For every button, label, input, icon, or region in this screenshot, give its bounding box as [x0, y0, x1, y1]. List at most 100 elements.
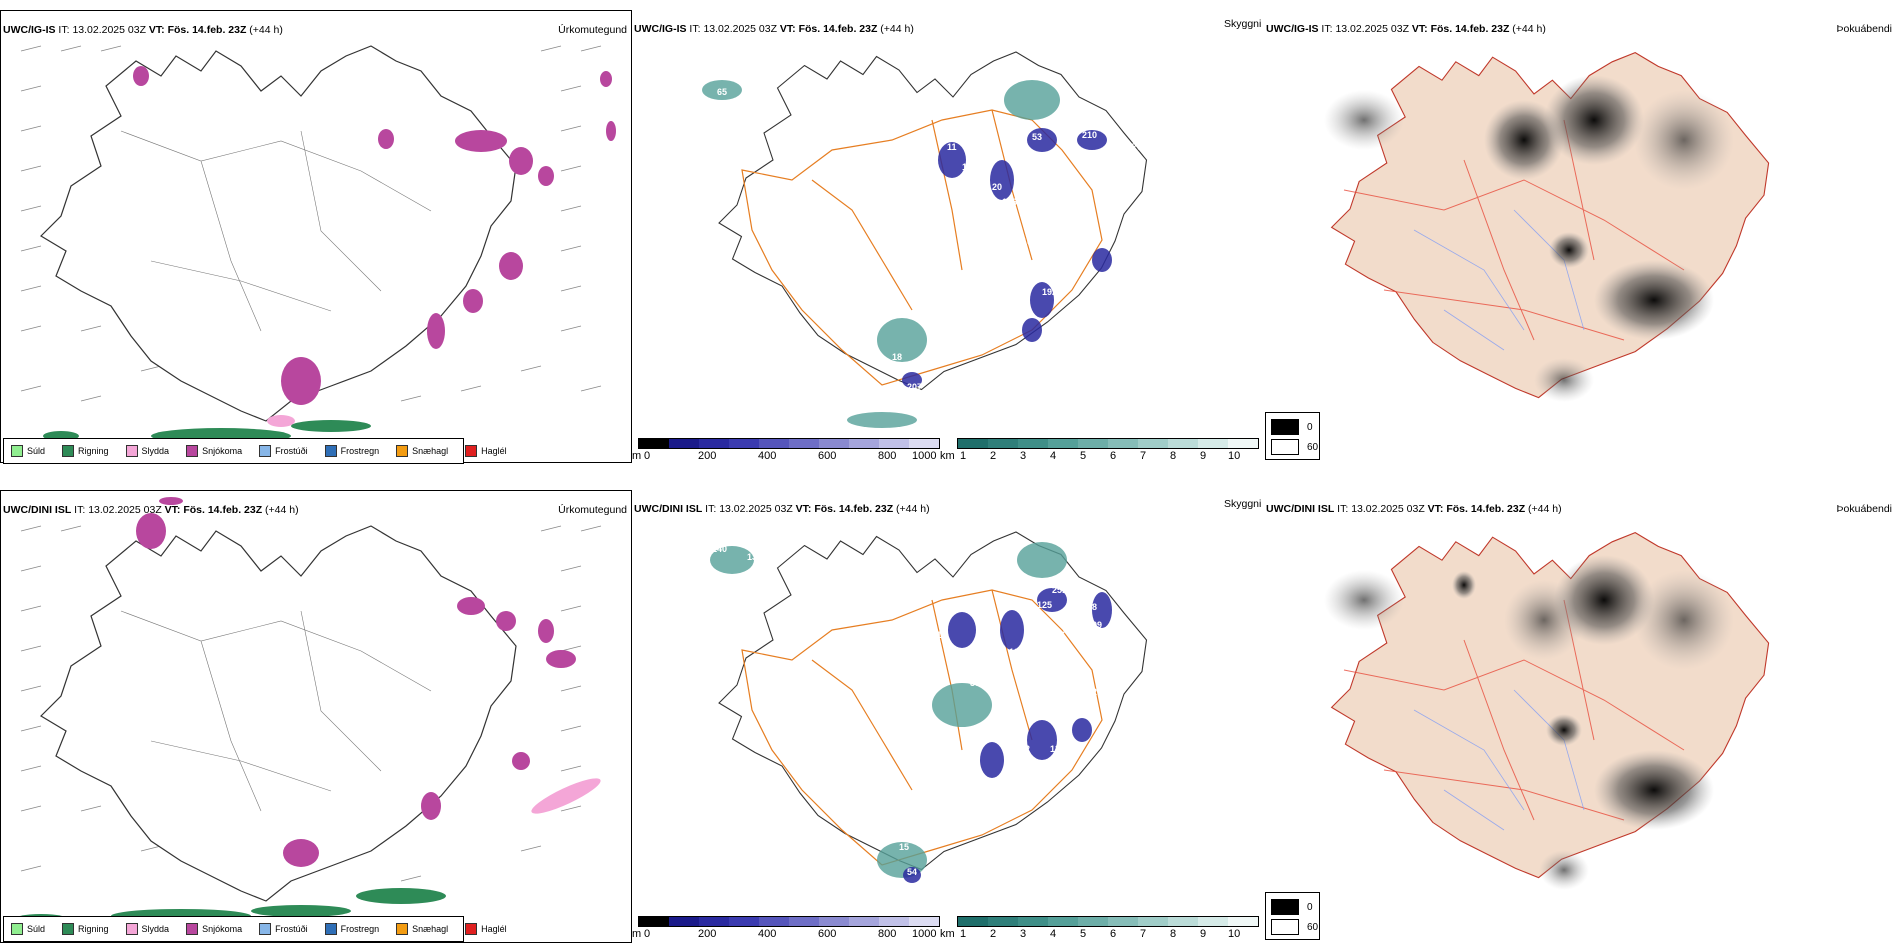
- roads: [120, 130, 432, 332]
- panel-header: UWC/IG-IS IT: 13.02.2025 03Z VT: Fös. 14…: [3, 24, 283, 36]
- visibility-tick: 10: [1228, 450, 1241, 462]
- ceiling-tick: 800: [878, 928, 897, 940]
- svg-text:96: 96: [1022, 217, 1032, 227]
- svg-text:136: 136: [907, 362, 922, 372]
- visibility-map-bottom: 140 13 109 71 212 251 125 68 209 109 118…: [707, 531, 1148, 883]
- svg-text:132: 132: [1015, 744, 1030, 754]
- svg-text:13: 13: [747, 552, 757, 562]
- legend-item: Haglél: [465, 923, 507, 935]
- svg-text:12: 12: [962, 162, 972, 172]
- svg-text:145: 145: [982, 729, 997, 739]
- legend-item: Frostregn: [324, 445, 379, 457]
- visibility-tick: 5: [1080, 450, 1087, 462]
- svg-text:206: 206: [1057, 337, 1072, 347]
- visibility-tick: 7: [1140, 928, 1147, 940]
- svg-text:70: 70: [1132, 142, 1142, 152]
- ceiling-unit: m: [632, 450, 642, 462]
- svg-text:125: 125: [1037, 600, 1052, 610]
- svg-text:125: 125: [1015, 782, 1030, 792]
- legend-item: Súld: [11, 445, 45, 457]
- precip-legend: Súld Rigning Slydda Snjókoma Frostúði Fr…: [3, 438, 507, 464]
- legend-item: Snjókoma: [186, 923, 242, 935]
- svg-text:146: 146: [1050, 630, 1065, 640]
- legend-item: Slydda: [125, 923, 169, 935]
- precip-panel-bottom: UWC/DINI ISL IT: 13.02.2025 03Z VT: Fös.…: [0, 490, 632, 943]
- svg-text:140: 140: [712, 544, 727, 554]
- blue-areas: [902, 128, 1112, 388]
- svg-text:209: 209: [1087, 620, 1102, 630]
- legend-item: Rigning: [62, 445, 109, 457]
- svg-text:15: 15: [977, 617, 987, 627]
- ceiling-tick: 400: [758, 450, 777, 462]
- ceiling-tick: 600: [818, 450, 837, 462]
- svg-text:118: 118: [932, 630, 947, 640]
- panel-header: UWC/DINI ISL IT: 13.02.2025 03Z VT: Fös.…: [3, 504, 299, 516]
- visibility-tick: 9: [1200, 928, 1207, 940]
- svg-text:159: 159: [1030, 632, 1045, 642]
- panel-title: Þokuábendi: [1836, 23, 1892, 35]
- svg-text:105: 105: [1092, 287, 1107, 297]
- svg-text:85: 85: [1057, 317, 1067, 327]
- svg-text:54: 54: [907, 867, 917, 877]
- legend-item: Snæhagl: [396, 445, 448, 457]
- ceiling-tick: 400: [758, 928, 777, 940]
- visibility-tick: 4: [1050, 450, 1057, 462]
- ceiling-tick: 1000: [912, 928, 937, 940]
- ceiling-tick: 800: [878, 450, 897, 462]
- visibility-colorbar: [957, 916, 1259, 927]
- svg-text:147: 147: [1082, 302, 1097, 312]
- panel-header: UWC/IG-IS IT: 13.02.2025 03Z VT: Fös. 14…: [1266, 23, 1546, 35]
- fog-key-top: 0 60: [1265, 412, 1320, 460]
- visibility-colorbar: [957, 438, 1259, 449]
- ceiling-tick: 0: [644, 928, 651, 940]
- visibility-panel-top: 65 53 210 70 11 20 186 12 110 280 96 10 …: [632, 10, 1262, 462]
- visibility-tick: 6: [1110, 450, 1117, 462]
- panel-title: Skyggni: [1224, 18, 1262, 30]
- visibility-unit: km: [940, 450, 955, 462]
- svg-text:10: 10: [1022, 237, 1032, 247]
- fog-map-top: [1324, 52, 1770, 402]
- svg-text:101: 101: [1009, 647, 1024, 657]
- ceiling-colorbar: [638, 438, 940, 449]
- svg-text:12: 12: [977, 634, 987, 644]
- visibility-tick: 1: [960, 450, 967, 462]
- legend-item: Slydda: [125, 445, 169, 457]
- svg-text:140: 140: [1015, 764, 1030, 774]
- svg-text:109: 109: [1114, 635, 1129, 645]
- legend-item: Haglél: [465, 445, 507, 457]
- legend-item: Snæhagl: [396, 923, 448, 935]
- ceiling-tick: 1000: [912, 450, 937, 462]
- svg-text:18: 18: [892, 352, 902, 362]
- visibility-tick: 6: [1110, 928, 1117, 940]
- svg-text:72: 72: [1112, 267, 1122, 277]
- legend-item: Frostregn: [324, 923, 379, 935]
- panel-header: UWC/DINI ISL IT: 13.02.2025 03Z VT: Fös.…: [1266, 503, 1562, 515]
- panel-header: UWC/IG-IS IT: 13.02.2025 03Z VT: Fös. 14…: [634, 23, 914, 35]
- visibility-panel-bottom: 140 13 109 71 212 251 125 68 209 109 118…: [632, 490, 1262, 945]
- svg-text:251: 251: [1052, 585, 1067, 595]
- svg-text:71: 71: [732, 587, 742, 597]
- panel-header: UWC/DINI ISL IT: 13.02.2025 03Z VT: Fös.…: [634, 503, 930, 515]
- visibility-tick: 10: [1228, 928, 1241, 940]
- svg-text:81: 81: [1057, 722, 1067, 732]
- ceiling-tick: 200: [698, 450, 717, 462]
- precip-map-bottom: [11, 497, 602, 928]
- visibility-tick: 2: [990, 928, 997, 940]
- ceiling-tick: 600: [818, 928, 837, 940]
- visibility-tick: 1: [960, 928, 967, 940]
- legend-item: Súld: [11, 923, 45, 935]
- panel-title: Skyggni: [1224, 498, 1262, 510]
- visibility-tick: 3: [1020, 928, 1027, 940]
- svg-text:20: 20: [992, 182, 1002, 192]
- fog-shading: [1324, 75, 1734, 402]
- svg-text:110: 110: [1030, 192, 1045, 202]
- snow-areas: [133, 66, 616, 405]
- ceiling-tick: 0: [644, 450, 651, 462]
- ceiling-tick: 200: [698, 928, 717, 940]
- svg-text:131: 131: [1050, 744, 1065, 754]
- svg-text:110: 110: [917, 689, 932, 699]
- svg-text:186: 186: [1002, 197, 1017, 207]
- svg-text:192: 192: [1042, 287, 1057, 297]
- teal-areas: [702, 80, 1060, 428]
- svg-text:53: 53: [1032, 132, 1042, 142]
